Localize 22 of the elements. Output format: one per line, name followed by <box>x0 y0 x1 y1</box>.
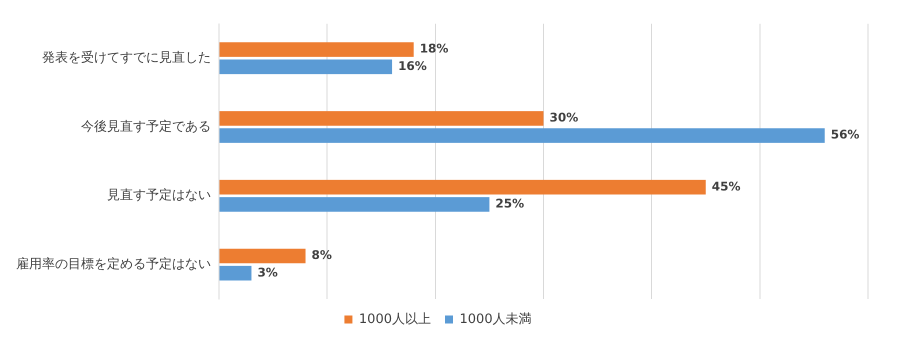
data-label: 45% <box>712 179 740 194</box>
y-tick-label: 発表を受けてすでに見直した <box>42 50 211 66</box>
y-tick-label: 見直す予定はない <box>107 188 211 204</box>
bar <box>220 128 825 143</box>
data-label: 3% <box>257 265 278 280</box>
bar <box>220 197 490 212</box>
bar <box>220 180 706 195</box>
bar <box>220 111 544 126</box>
legend-label: 1000人未満 <box>460 312 532 327</box>
data-label: 56% <box>830 128 860 142</box>
bar <box>220 248 306 264</box>
bar <box>220 42 414 57</box>
bar <box>220 266 252 281</box>
legend-label: 1000人以上 <box>358 312 432 327</box>
data-label: 25% <box>495 196 524 211</box>
data-label: 8% <box>312 248 332 262</box>
bar <box>220 59 392 74</box>
y-tick-label: 雇用率の目標を定める予定はない <box>16 256 211 272</box>
data-label: 30% <box>550 110 578 125</box>
data-label: 16% <box>398 58 427 73</box>
y-tick-label: 今後見直す予定である <box>81 119 211 134</box>
data-label: 18% <box>420 42 448 56</box>
